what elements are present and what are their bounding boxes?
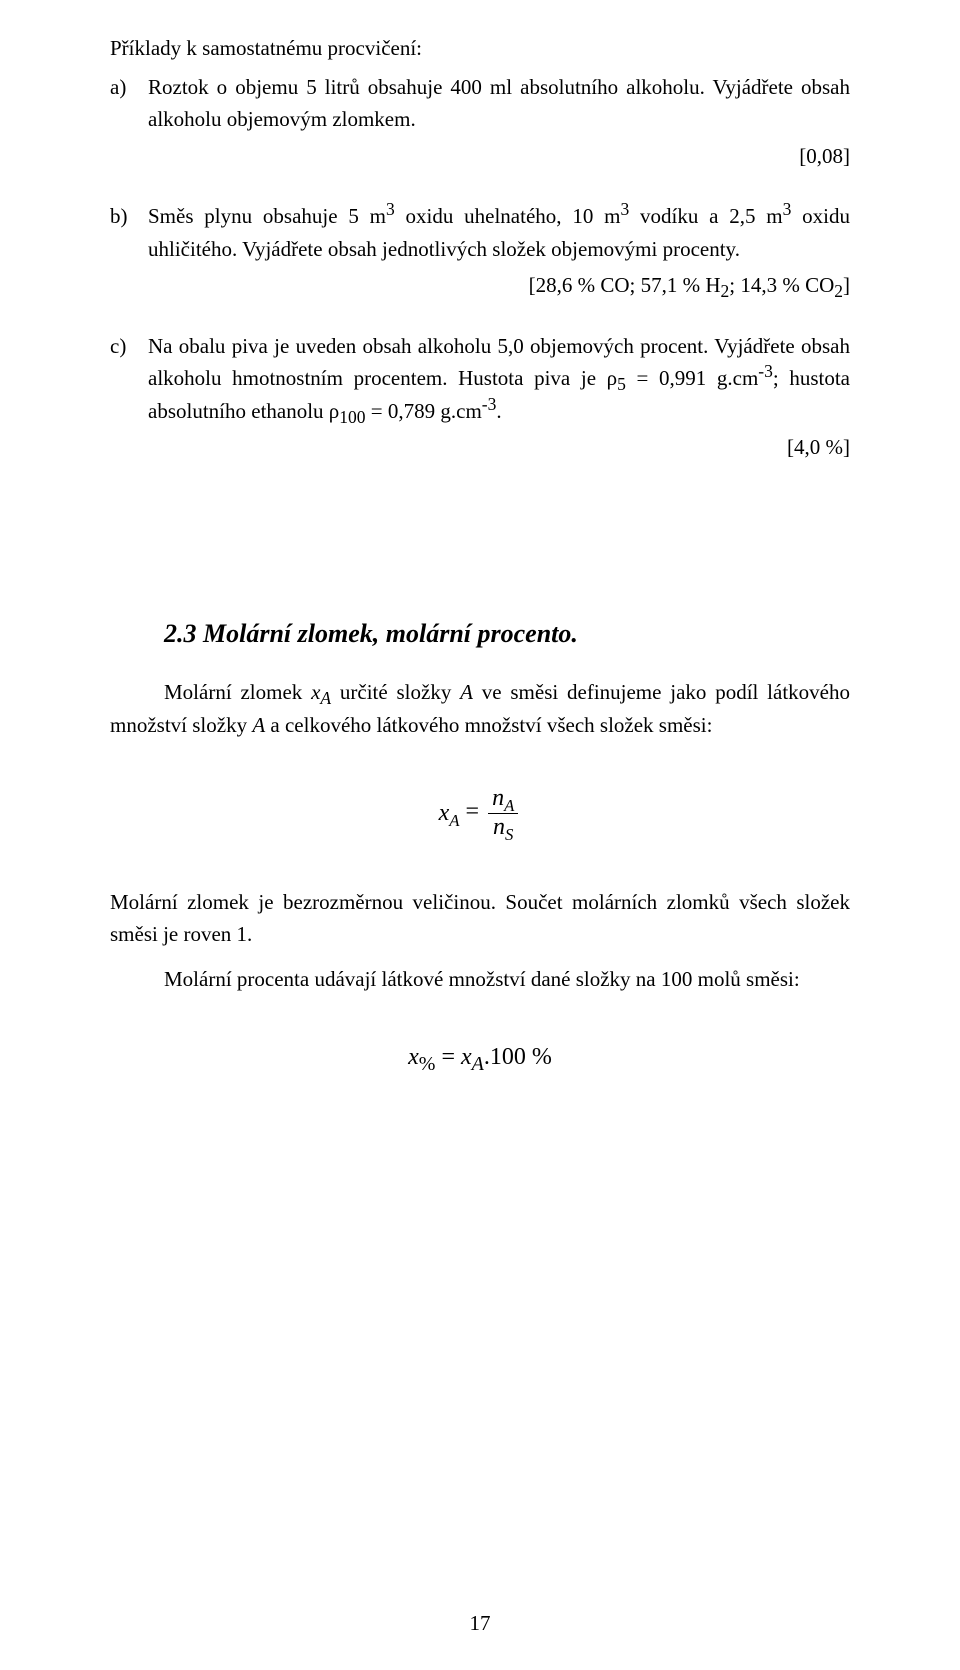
item-answer: [28,6 % CO; 57,1 % H2; 14,3 % CO2] bbox=[148, 269, 850, 302]
formula-eq-sign: = bbox=[460, 799, 486, 825]
item-text: Roztok o objemu 5 litrů obsahuje 400 ml … bbox=[148, 75, 850, 132]
section-para-3: Molární procenta udávají látkové množstv… bbox=[110, 963, 850, 996]
exercise-item-b: b) Směs plynu obsahuje 5 m3 oxidu uhelna… bbox=[110, 200, 850, 302]
page-number: 17 bbox=[0, 1607, 960, 1640]
item-text: Na obalu piva je uveden obsah alkoholu 5… bbox=[148, 334, 850, 423]
formula-fraction: nAnS bbox=[488, 785, 518, 841]
section-heading: 2.3 Molární zlomek, molární procento. bbox=[110, 614, 850, 654]
formula-molar-percent: x% = xA.100 % bbox=[110, 1039, 850, 1076]
exercise-item-a: a) Roztok o objemu 5 litrů obsahuje 400 … bbox=[110, 71, 850, 173]
item-marker: b) bbox=[110, 200, 148, 302]
exercise-item-c: c) Na obalu piva je uveden obsah alkohol… bbox=[110, 330, 850, 464]
fraction-numerator: nA bbox=[488, 785, 518, 814]
item-text: Směs plynu obsahuje 5 m3 oxidu uhelnatéh… bbox=[148, 204, 850, 261]
formula-molar-fraction: xA = nAnS bbox=[110, 785, 850, 841]
formula-lhs: xA bbox=[439, 795, 460, 832]
item-marker: c) bbox=[110, 330, 148, 464]
item-answer: [4,0 %] bbox=[148, 431, 850, 464]
exercises-intro: Příklady k samostatnému procvičení: bbox=[110, 32, 850, 65]
section-para-1: Molární zlomek xA určité složky A ve smě… bbox=[110, 676, 850, 741]
section-para-2: Molární zlomek je bezrozměrnou veličinou… bbox=[110, 886, 850, 951]
fraction-denominator: nS bbox=[488, 814, 518, 842]
item-marker: a) bbox=[110, 71, 148, 173]
item-answer: [0,08] bbox=[148, 140, 850, 173]
